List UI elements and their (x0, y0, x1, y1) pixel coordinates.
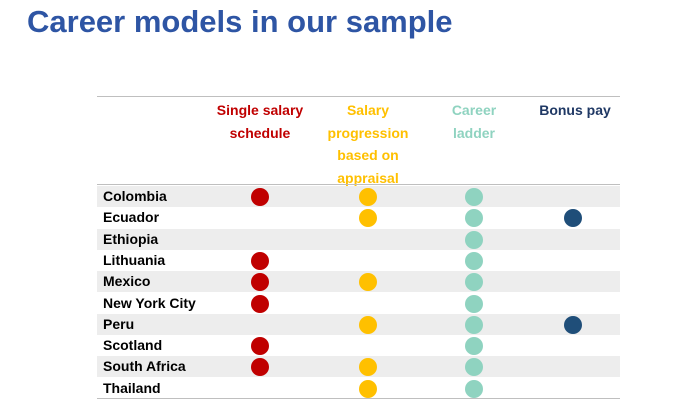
column-header-salary-progression: Salary progression based on appraisal (327, 102, 409, 186)
career-ladder-dot (465, 273, 483, 292)
career-ladder-dot (465, 315, 483, 334)
row-label: Scotland (103, 337, 163, 354)
career-ladder-dot (465, 188, 483, 206)
table-row: Lithuania (97, 250, 620, 271)
career-ladder-dot (465, 209, 483, 228)
row-label: Mexico (103, 273, 151, 290)
single-salary-schedule-dot (251, 251, 269, 270)
column-header-bonus-pay: Bonus pay (539, 102, 611, 118)
salary-progression-dot (359, 209, 377, 228)
table-row: Ethiopia (97, 228, 620, 250)
row-label: Ecuador (103, 209, 160, 226)
salary-progression-dot (359, 315, 377, 334)
bonus-pay-dot (564, 209, 582, 228)
table-row: New York City (97, 293, 620, 314)
table-row: Mexico (97, 271, 620, 293)
row-label: Thailand (103, 379, 161, 396)
single-salary-schedule-dot (251, 337, 269, 356)
single-salary-schedule-dot (251, 358, 269, 377)
single-salary-schedule-dot (251, 294, 269, 313)
row-label: Colombia (103, 188, 167, 204)
career-ladder-dot (465, 294, 483, 313)
career-ladder-dot (465, 337, 483, 356)
table-row: Ecuador (97, 207, 620, 228)
career-ladder-dot (465, 358, 483, 377)
salary-progression-dot (359, 273, 377, 292)
salary-progression-dot (359, 188, 377, 206)
row-label: New York City (103, 294, 196, 311)
page-title: Career models in our sample (27, 4, 453, 39)
row-label: Peru (103, 315, 135, 332)
bonus-pay-dot (564, 315, 582, 334)
single-salary-schedule-dot (251, 188, 269, 206)
table-top-rule (97, 96, 620, 97)
row-label: Lithuania (103, 251, 166, 268)
career-ladder-dot (465, 230, 483, 249)
row-label: South Africa (103, 358, 186, 375)
column-header-career-ladder: Career ladder (451, 102, 497, 141)
table-row: Peru (97, 313, 620, 335)
row-label: Ethiopia (103, 230, 159, 247)
table-row: Colombia (97, 186, 620, 207)
single-salary-schedule-dot (251, 273, 269, 292)
column-header-single-salary-schedule: Single salary schedule (216, 102, 304, 141)
career-ladder-dot (465, 251, 483, 270)
table-row: Thailand (97, 378, 620, 399)
salary-progression-dot (359, 379, 377, 398)
career-ladder-dot (465, 379, 483, 398)
salary-progression-dot (359, 358, 377, 377)
table-bottom-rule (97, 398, 620, 399)
table-header-rule (97, 184, 620, 185)
table-row: South Africa (97, 356, 620, 378)
table-row: Scotland (97, 335, 620, 356)
